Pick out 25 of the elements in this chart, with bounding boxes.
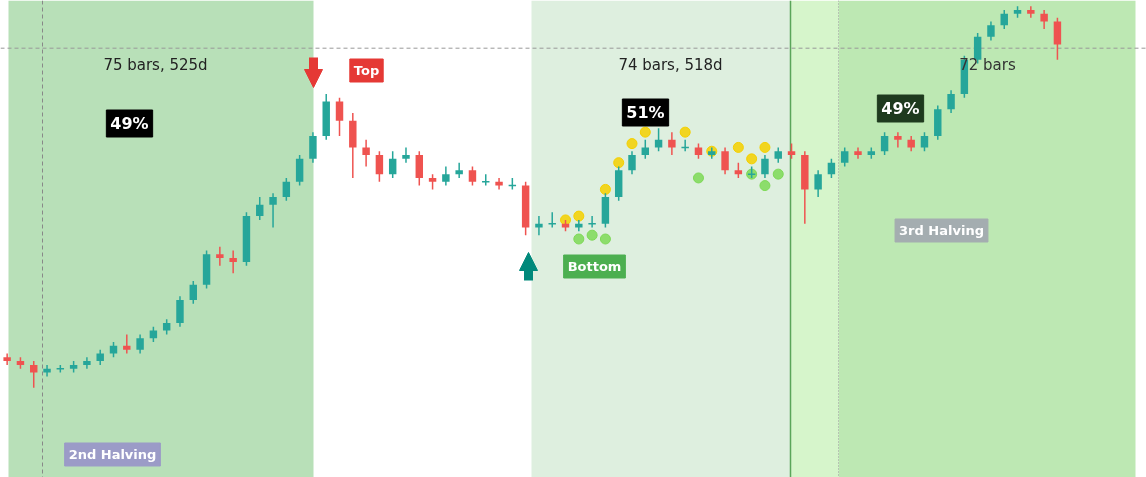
annotation: 49% — [110, 114, 149, 133]
point — [586, 229, 598, 241]
point — [732, 141, 744, 153]
point — [599, 183, 611, 195]
point — [746, 153, 758, 165]
annotation: 75 bars, 525d — [103, 55, 208, 74]
point — [679, 126, 691, 138]
annotation: 51% — [626, 103, 665, 122]
point — [692, 172, 704, 184]
point — [573, 210, 585, 222]
annotation: 3rd Halving — [899, 223, 984, 238]
annotation: 49% — [881, 99, 920, 118]
candlestick — [481, 173, 491, 187]
point — [626, 138, 638, 150]
annotation: Bottom — [567, 259, 622, 274]
point — [599, 233, 611, 245]
annotation: 74 bars, 518d — [618, 55, 723, 74]
point — [759, 141, 771, 153]
annotation: Top — [353, 63, 380, 78]
point — [772, 168, 784, 180]
point — [573, 233, 585, 245]
point — [639, 126, 651, 138]
text: 2nd Halving — [68, 447, 157, 462]
point — [759, 180, 771, 192]
point — [613, 157, 625, 169]
